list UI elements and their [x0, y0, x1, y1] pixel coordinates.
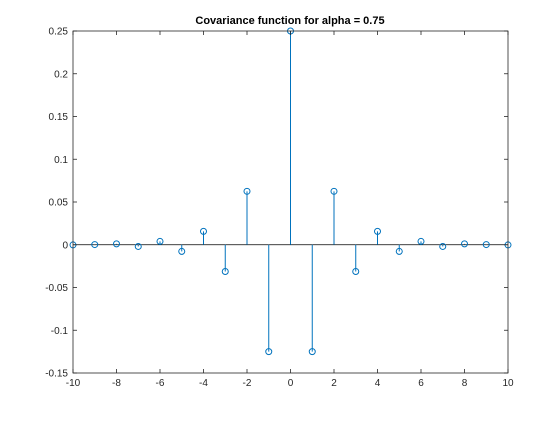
x-tick-label: -4 — [199, 378, 208, 389]
x-tick-label: -2 — [243, 378, 252, 389]
y-tick-label: -0.1 — [51, 326, 69, 337]
x-tick-label: 10 — [502, 378, 514, 389]
x-tick-label: -6 — [156, 378, 165, 389]
y-tick-label: 0.05 — [49, 198, 69, 209]
y-tick-label: 0 — [62, 240, 68, 251]
x-tick-label: 4 — [375, 378, 381, 389]
y-tick-label: 0.25 — [49, 27, 69, 38]
x-tick-label: -8 — [112, 378, 121, 389]
y-tick-label: 0.15 — [49, 112, 69, 123]
y-tick-label: -0.15 — [45, 369, 68, 380]
x-tick-label: 0 — [288, 378, 294, 389]
y-tick-label: 0.2 — [54, 69, 68, 80]
y-tick-label: -0.05 — [45, 283, 68, 294]
x-tick-label: 2 — [331, 378, 337, 389]
x-tick-label: 8 — [462, 378, 468, 389]
x-tick-label: -10 — [66, 378, 81, 389]
y-tick-label: 0.1 — [54, 155, 68, 166]
chart-title: Covariance function for alpha = 0.75 — [195, 15, 384, 27]
x-tick-label: 6 — [418, 378, 424, 389]
